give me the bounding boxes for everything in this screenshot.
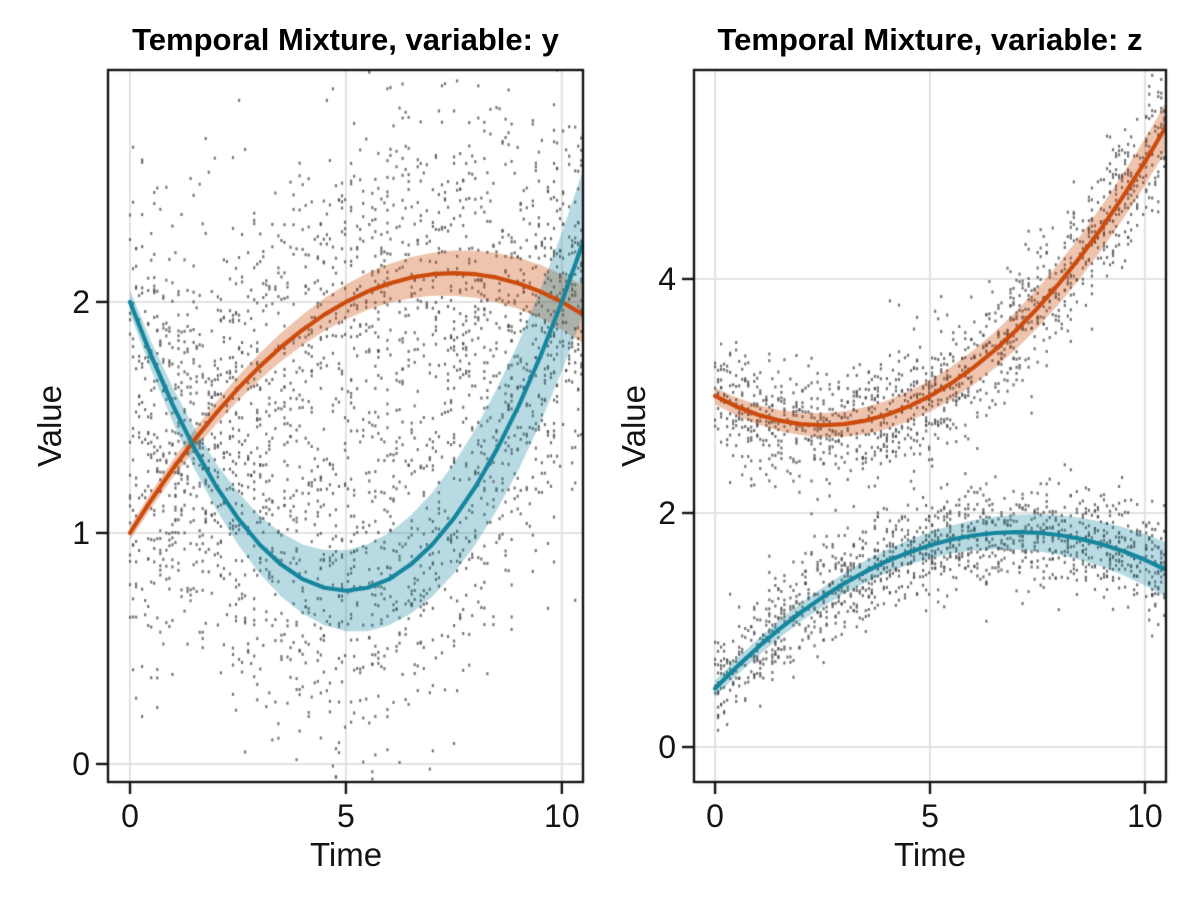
- y-axis-label-panel-z: Value: [615, 385, 652, 467]
- y-axis-label-panel-y: Value: [31, 385, 68, 467]
- x-tick-label: 5: [337, 798, 355, 834]
- title-panel-y: Temporal Mixture, variable: y: [132, 22, 559, 57]
- x-tick-label: 0: [121, 798, 139, 834]
- x-axis-label-panel-z: Time: [893, 836, 967, 873]
- title-panel-z: Temporal Mixture, variable: z: [717, 22, 1143, 57]
- x-tick-label: 0: [706, 798, 724, 834]
- x-tick-label: 10: [544, 798, 580, 834]
- y-tick-label: 4: [658, 260, 676, 297]
- x-axis-label-panel-y: Time: [309, 836, 383, 873]
- x-tick-label: 10: [1127, 798, 1163, 834]
- x-tick-label: 5: [921, 798, 939, 834]
- y-tick-label: 2: [72, 283, 90, 320]
- y-tick-label: 0: [658, 729, 676, 765]
- y-tick-label: 2: [658, 494, 676, 531]
- y-tick-label: 0: [72, 745, 90, 782]
- y-tick-label: 1: [72, 514, 90, 551]
